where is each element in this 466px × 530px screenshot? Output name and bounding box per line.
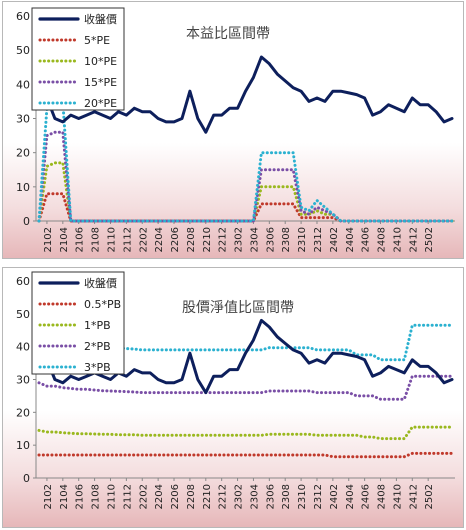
pe-series-line [37,55,454,134]
pe-legend-label: 15*PE [84,76,117,89]
pe-legend-label: 10*PE [84,55,117,68]
pe-x-tick-label: 2210 [202,227,213,252]
pe-x-tick-label: 2404 [345,227,356,252]
pe-y-tick-label: 50 [16,44,30,57]
pb-y-tick-label: 0 [23,472,30,485]
pb-legend-box [31,271,125,375]
pb-chart-title: 股價淨值比區間帶 [182,299,294,316]
pe-x-tick-label: 2304 [249,227,260,252]
pb-x-tick-label: 2310 [297,484,308,509]
pb-series-line [37,425,454,441]
pe-x-tick-label: 2310 [297,227,308,252]
pb-x-tick-label: 2202 [138,484,149,509]
pb-x-tick-label: 2306 [265,484,276,509]
pb-x-tick-label: 2204 [154,484,165,509]
pb-x-tick-label: 2408 [377,484,388,509]
pb-x-tick-label: 2104 [59,484,70,509]
pe-legend-label: 20*PE [84,97,117,110]
pb-legend-label: 收盤價 [84,276,117,290]
pe-x-tick-label: 2212 [218,227,229,252]
pb-series-line [37,451,454,459]
pb-y-tick-label: 50 [16,308,30,321]
pe-x-tick-label: 2502 [424,227,435,252]
pb-x-tick-label: 2210 [202,484,213,509]
pe-x-tick-label: 2406 [361,227,372,252]
pe-y-tick-label: 40 [16,78,30,91]
pe-x-tick-label: 2202 [138,227,149,252]
pb-x-tick-label: 2304 [249,484,260,509]
pe-legend-box [31,7,125,111]
pb-x-tick-label: 2106 [75,484,86,509]
pb-y-tick-label: 10 [16,439,30,452]
pb-legend-label: 2*PB [84,340,111,353]
pb-x-tick-label: 2110 [106,484,117,509]
pe-band-chart-panel: 0 10 20 30 40 50 60 2102 2104 2106 2108 2110 2112 220… [2,1,464,259]
pb-x-tick-label: 2212 [218,484,229,509]
pe-series-line [37,130,454,223]
pe-x-tick-label: 2112 [122,227,133,252]
pb-x-tick-label: 2208 [186,484,197,509]
pb-x-tick-label: 2312 [313,484,324,509]
pb-x-tick-label: 2206 [170,484,181,509]
pb-y-tick-label: 60 [16,275,30,288]
pb-band-chart: 0 10 20 30 40 50 60 2102 2104 2106 2108 2110 2112 220… [16,271,455,509]
pe-x-tick-label: 2308 [281,227,292,252]
pe-x-tick-label: 2106 [75,227,86,252]
pe-x-tick-label: 2102 [43,227,54,252]
pe-series-line [37,161,454,223]
pe-y-tick-label: 10 [16,181,30,194]
pe-x-tick-label: 2312 [313,227,324,252]
pb-y-tick-label: 40 [16,341,30,354]
pe-x-tick-label: 2408 [377,227,388,252]
pe-series-line [37,192,454,223]
pb-x-tick-label: 2412 [408,484,419,509]
pb-x-tick-label: 2102 [43,484,54,509]
pe-x-tick-label: 2410 [392,227,403,252]
pb-series-line [37,318,454,395]
pb-legend-label: 0.5*PB [84,298,121,311]
pb-x-tick-label: 2402 [329,484,340,509]
pe-x-tick-label: 2206 [170,227,181,252]
pe-x-tick-label: 2402 [329,227,340,252]
pe-x-tick-label: 2108 [91,227,102,252]
pe-y-tick-label: 30 [16,113,30,126]
pe-x-tick-label: 2110 [106,227,117,252]
pe-legend-label: 5*PE [84,34,110,47]
pb-series-line [37,323,454,362]
pb-x-tick-label: 2108 [91,484,102,509]
pb-x-tick-label: 2302 [234,484,245,509]
pe-chart-title: 本益比區間帶 [186,26,270,42]
pb-x-tick-label: 2502 [424,484,435,509]
pb-legend-label: 1*PB [84,319,111,332]
pe-y-tick-label: 60 [16,10,30,23]
pb-y-tick-label: 30 [16,374,30,387]
pb-x-tick-label: 2410 [392,484,403,509]
pe-legend-label: 收盤價 [84,12,117,26]
pb-x-tick-label: 2404 [345,484,356,509]
pe-x-tick-label: 2104 [59,227,70,252]
pe-y-tick-label: 20 [16,147,30,160]
pe-x-tick-label: 2306 [265,227,276,252]
pb-x-tick-label: 2112 [122,484,133,509]
pe-y-tick-label: 0 [23,215,30,228]
pb-band-chart-panel: 0 10 20 30 40 50 60 2102 2104 2106 2108 2110 2112 220… [2,267,464,528]
pe-x-tick-label: 2302 [234,227,245,252]
pe-x-tick-label: 2412 [408,227,419,252]
pe-series-line [37,99,454,223]
pb-x-tick-label: 2406 [361,484,372,509]
pe-band-chart: 0 10 20 30 40 50 60 2102 2104 2106 2108 2110 2112 220… [16,7,455,252]
pb-y-tick-label: 20 [16,406,30,419]
pb-series-line [37,374,454,401]
pb-legend-label: 3*PB [84,361,111,374]
pe-x-tick-label: 2204 [154,227,165,252]
pe-x-tick-label: 2208 [186,227,197,252]
pb-x-tick-label: 2308 [281,484,292,509]
